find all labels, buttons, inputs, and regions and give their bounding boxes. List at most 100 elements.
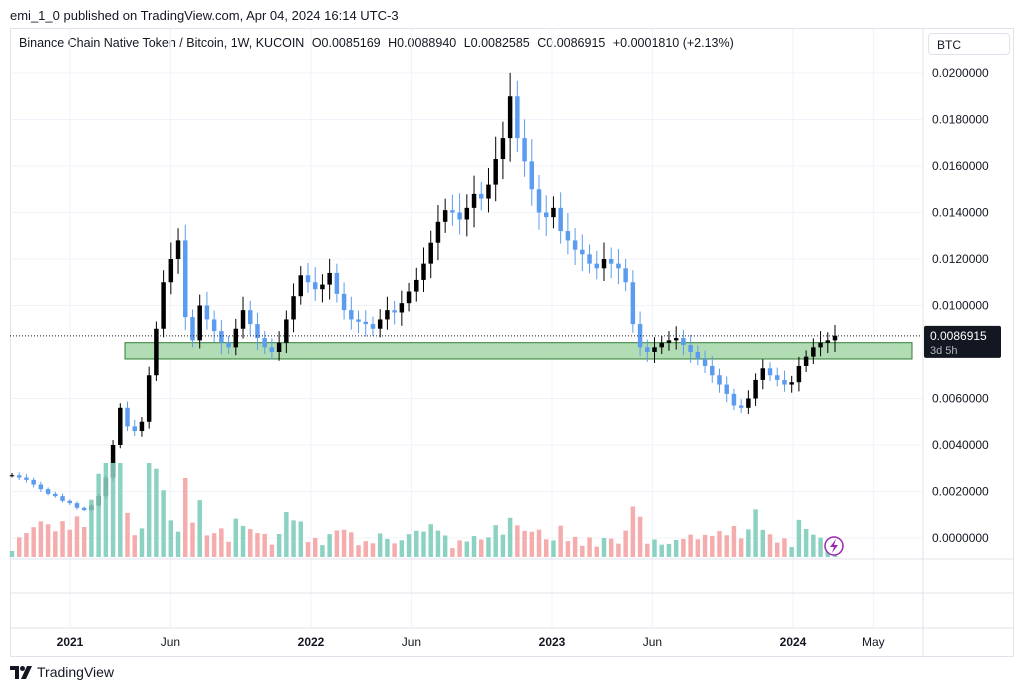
candle-body[interactable] [580,249,585,255]
candle-body[interactable] [67,500,72,504]
candle-body[interactable] [204,305,210,320]
candle-body[interactable] [377,319,383,329]
candle-body[interactable] [543,212,549,218]
candle-body[interactable] [305,275,311,283]
candle-body[interactable] [731,393,737,406]
candle-body[interactable] [31,479,36,485]
candle-body[interactable] [515,96,520,139]
candle-body[interactable] [775,375,780,380]
candle-body[interactable] [572,240,578,250]
candle-body[interactable] [38,484,44,490]
candle-body[interactable] [320,284,325,290]
candle-body[interactable] [782,379,787,385]
candle-body[interactable] [536,189,542,213]
currency-button[interactable]: BTC [928,33,1010,55]
candle-body[interactable] [435,221,441,243]
candle-body[interactable] [673,338,679,341]
candle-body[interactable] [392,310,397,313]
candle-body[interactable] [298,275,304,297]
candle-body[interactable] [464,207,470,220]
candle-body[interactable] [471,193,477,208]
candle-body[interactable] [284,319,289,343]
candle-body[interactable] [262,338,267,348]
candle-body[interactable] [406,291,412,304]
candle-body[interactable] [767,368,773,376]
candle-body[interactable] [717,375,722,385]
support-zone[interactable] [124,342,913,360]
candle-body[interactable] [421,263,426,280]
candle-body[interactable] [522,138,527,162]
candle-body[interactable] [594,263,600,269]
candle-body[interactable] [645,347,650,352]
candle-body[interactable] [255,324,260,339]
candle-body[interactable] [385,310,390,320]
candle-body[interactable] [724,384,729,394]
candle-body[interactable] [623,268,628,283]
candle-body[interactable] [479,193,484,199]
candle-body[interactable] [796,365,802,383]
candle-body[interactable] [183,240,188,318]
candle-body[interactable] [457,212,462,220]
candle-body[interactable] [197,305,202,341]
candle-body[interactable] [370,324,376,329]
candle-body[interactable] [327,272,332,285]
candle-body[interactable] [291,296,296,320]
candle-body[interactable] [45,489,51,494]
candle-body[interactable] [81,507,87,511]
candle-body[interactable] [74,503,80,508]
candle-body[interactable] [146,375,152,422]
candle-body[interactable] [659,342,664,348]
candle-body[interactable] [240,310,246,329]
candle-body[interactable] [803,356,809,366]
candle-body[interactable] [125,407,130,427]
candle-body[interactable] [695,352,701,359]
candle-body[interactable] [666,340,672,343]
tradingview-logo[interactable]: TradingView [10,664,114,680]
candle-body[interactable] [110,445,116,478]
candle-body[interactable] [132,426,137,432]
candle-body[interactable] [529,161,535,190]
candle-body[interactable] [269,347,275,352]
candle-body[interactable] [53,493,58,497]
candle-body[interactable] [558,207,563,232]
candle-body[interactable] [363,321,368,325]
candle-body[interactable] [118,407,123,445]
candle-body[interactable] [825,340,831,343]
candle-body[interactable] [616,263,621,269]
candle-body[interactable] [341,293,347,311]
candle-body[interactable] [154,328,159,376]
candle-body[interactable] [226,342,231,348]
candle-body[interactable] [565,231,571,241]
candle-body[interactable] [312,282,318,290]
candle-body[interactable] [818,342,823,348]
candle-body[interactable] [16,475,22,478]
candle-body[interactable] [601,259,607,269]
candle-body[interactable] [233,328,239,348]
candle-body[interactable] [789,382,794,385]
candle-body[interactable] [486,184,491,199]
candle-body[interactable] [652,347,657,352]
candle-body[interactable] [630,282,636,325]
candle-body[interactable] [507,96,513,139]
candle-body[interactable] [681,338,686,346]
candle-body[interactable] [168,259,174,283]
candle-body[interactable] [753,379,758,399]
candle-body[interactable] [247,310,253,325]
candle-body[interactable] [702,358,708,366]
candle-body[interactable] [175,240,181,259]
candle-body[interactable] [760,368,766,380]
candle-body[interactable] [190,317,195,341]
candle-body[interactable] [334,272,340,294]
candle-body[interactable] [414,279,419,292]
candle-body[interactable] [161,282,166,329]
candle-body[interactable] [710,365,715,376]
candle-body[interactable] [399,303,405,313]
candle-body[interactable] [832,335,838,341]
candle-body[interactable] [428,242,433,264]
candle-body[interactable] [442,210,448,222]
candle-body[interactable] [60,496,65,501]
candle-body[interactable] [493,159,498,185]
candle-body[interactable] [587,254,592,264]
candle-body[interactable] [450,210,455,213]
candle-body[interactable] [9,475,15,477]
